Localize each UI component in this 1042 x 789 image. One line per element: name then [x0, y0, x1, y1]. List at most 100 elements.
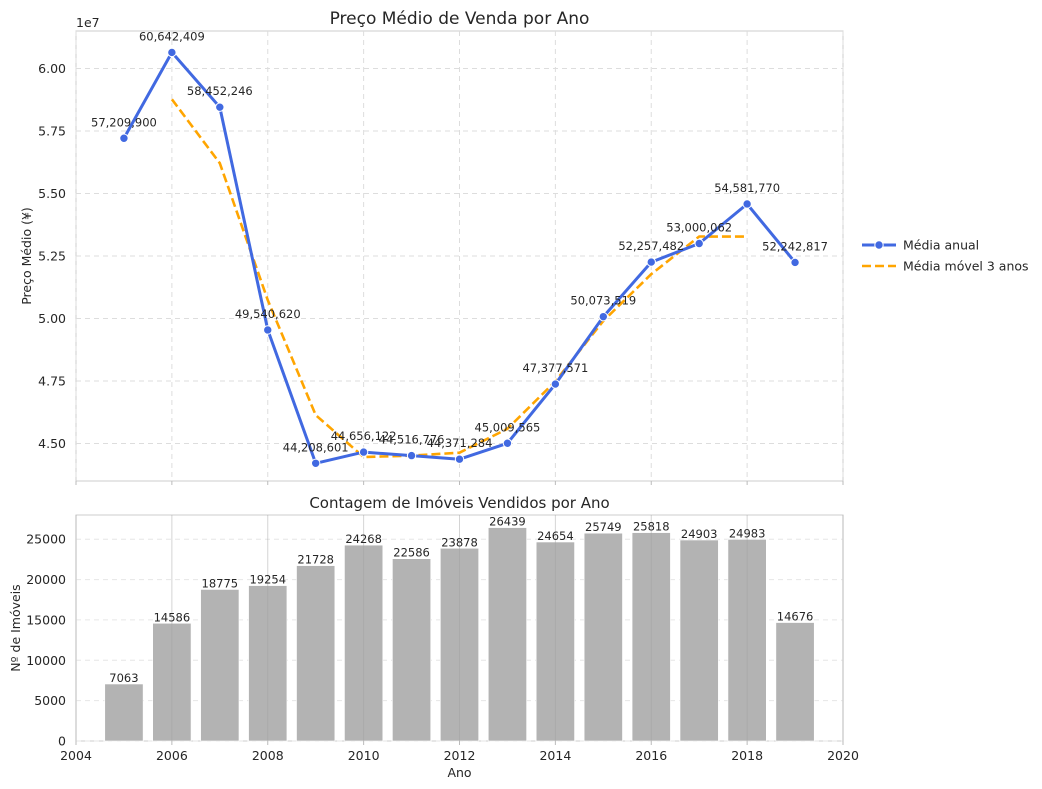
series-point-media-anual: [167, 47, 177, 58]
series-point-media-anual: [790, 257, 800, 268]
price-data-label: 49,540,620: [235, 307, 301, 321]
price-chart-title: Preço Médio de Venda por Ano: [330, 9, 590, 29]
legend-label-media-anual: Média anual: [903, 238, 979, 253]
price-chart-y-ticks: 4.50 4.75 5.00 5.25 5.50 5.75 6.00: [38, 61, 66, 451]
count-bar: [775, 622, 815, 742]
price-y-tick-label: 5.50: [38, 186, 66, 201]
series-point-media-anual: [694, 238, 704, 249]
legend-marker-media-anual: [874, 240, 884, 250]
price-chart-grid: [75, 31, 844, 481]
price-data-label: 52,242,817: [762, 239, 828, 253]
price-data-label: 52,257,482: [618, 239, 684, 253]
count-chart-y-label: Nº de Imóveis: [8, 584, 23, 671]
count-y-tick-label: 15000: [26, 612, 66, 627]
price-chart-data-labels: 57,209,900 60,642,409 58,452,246 49,540,620…: [91, 29, 828, 454]
price-y-tick-label: 5.25: [38, 249, 66, 264]
price-data-label: 44,208,601: [283, 440, 349, 454]
count-chart-vertical-grid: [75, 515, 844, 741]
legend-label-media-movel: Média móvel 3 anos: [903, 259, 1029, 274]
price-data-label: 53,000,062: [666, 220, 732, 234]
count-bar: [487, 527, 527, 742]
count-chart-data-labels: 7063 14586 18775 19254 21728 24268 22586 23878 2…: [109, 515, 813, 685]
series-point-media-anual: [406, 450, 417, 461]
series-point-media-anual: [646, 257, 656, 267]
count-bar-label: 7063: [109, 671, 138, 685]
price-data-label: 58,452,246: [187, 84, 253, 98]
price-data-label: 44,371,284: [427, 436, 493, 450]
count-x-tick-label: 2006: [156, 748, 188, 763]
count-bar: [296, 565, 336, 742]
count-bar-label: 24268: [345, 532, 382, 546]
count-y-tick-label: 25000: [26, 532, 66, 547]
series-point-media-anual: [502, 438, 513, 448]
count-bar: [727, 539, 767, 742]
price-chart: 4.50 4.75 5.00 5.25 5.50 5.75 6.00 57,209,900 6…: [19, 9, 844, 485]
count-bar-label: 25818: [633, 520, 670, 534]
count-x-tick-label: 2012: [444, 748, 476, 763]
price-chart-offset-label: 1e7: [76, 15, 100, 30]
count-bar-label: 14676: [777, 610, 814, 624]
price-data-label: 44,656,122: [331, 429, 397, 443]
count-chart-title: Contagem de Imóveis Vendidos por Ano: [309, 494, 609, 512]
count-bar-label: 26439: [489, 515, 526, 529]
price-y-tick-label: 5.75: [38, 124, 66, 139]
count-y-tick-label: 5000: [34, 693, 66, 708]
count-x-tick-label: 2004: [60, 748, 92, 763]
price-data-label: 44,516,776: [379, 433, 445, 447]
count-bar-label: 14586: [154, 610, 191, 624]
price-chart-y-label: Preço Médio (¥): [19, 207, 34, 305]
series-point-media-anual: [454, 454, 465, 464]
series-point-media-anual: [263, 325, 273, 335]
series-point-media-anual: [598, 311, 609, 322]
price-y-tick-label: 5.00: [38, 311, 66, 326]
count-bar-label: 19254: [249, 573, 286, 587]
count-bar: [152, 622, 192, 742]
count-chart-x-ticks: 2004 2006 2008 2010 2012 2014 2016 2018 2020: [60, 741, 859, 763]
price-data-label: 54,581,770: [714, 181, 780, 195]
count-y-tick-label: 10000: [26, 653, 66, 668]
count-x-tick-label: 2008: [252, 748, 284, 763]
count-bar-label: 24983: [729, 526, 766, 540]
count-y-tick-label: 0: [58, 734, 66, 749]
price-chart-legend: Média anual Média móvel 3 anos: [862, 238, 1029, 274]
price-chart-series: [119, 47, 800, 468]
count-bar-label: 25749: [585, 520, 622, 534]
series-point-media-anual: [310, 458, 321, 468]
series-point-media-anual: [215, 102, 225, 112]
price-data-label: 45,009,565: [475, 420, 541, 434]
price-data-label: 47,377,571: [522, 361, 588, 375]
count-x-tick-label: 2014: [539, 748, 571, 763]
count-x-tick-label: 2010: [348, 748, 380, 763]
count-bar-label: 18775: [202, 576, 239, 590]
count-bar-label: 23878: [441, 535, 478, 549]
count-bar: [344, 544, 384, 742]
count-bar: [583, 532, 623, 742]
count-chart-y-ticks: 0 5000 10000 15000 20000 25000: [26, 532, 66, 749]
price-y-tick-label: 6.00: [38, 61, 66, 76]
count-x-tick-label: 2018: [731, 748, 763, 763]
count-bar-label: 21728: [297, 553, 334, 567]
count-bar: [392, 558, 432, 742]
series-line-media-movel: [170, 98, 748, 459]
count-chart-x-label: Ano: [447, 765, 471, 780]
count-x-tick-label: 2020: [827, 748, 859, 763]
price-y-tick-label: 4.75: [38, 374, 66, 389]
price-data-label: 57,209,900: [91, 115, 157, 129]
count-y-tick-label: 20000: [26, 572, 66, 587]
series-point-media-anual: [119, 133, 129, 143]
count-bar: [679, 539, 719, 742]
count-bar-label: 22586: [393, 546, 430, 560]
price-data-label: 50,073,519: [570, 294, 636, 308]
count-bar: [104, 683, 144, 742]
count-bar-label: 24903: [681, 527, 718, 541]
count-bar: [200, 589, 240, 742]
count-bar-label: 24654: [537, 529, 574, 543]
series-point-media-anual: [742, 199, 752, 209]
series-point-media-anual: [550, 379, 561, 389]
count-x-tick-label: 2016: [635, 748, 667, 763]
price-chart-x-ticks: [75, 481, 844, 485]
count-bar: [535, 541, 575, 742]
price-y-tick-label: 4.50: [38, 436, 66, 451]
